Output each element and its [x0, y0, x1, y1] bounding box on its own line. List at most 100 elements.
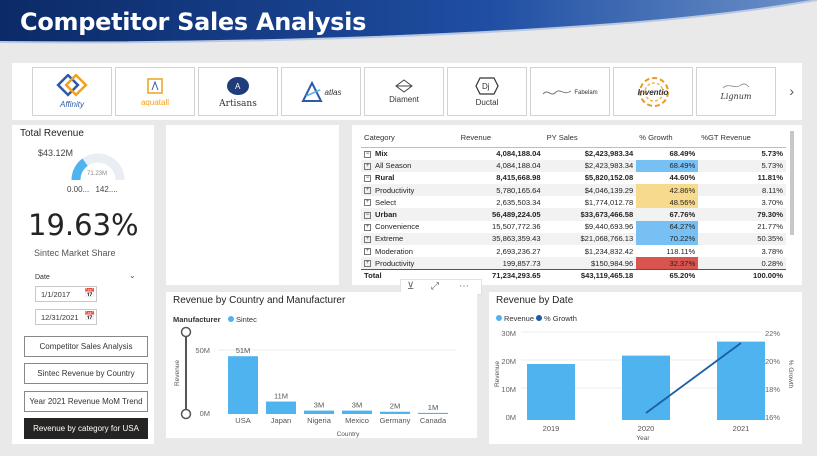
logo-label: Diament — [389, 95, 419, 104]
x-tick-label: 2020 — [638, 424, 655, 433]
table-row: + Moderation 2,693,236.27 $1,234,832.42 118… — [364, 246, 783, 256]
focus-mode-icon[interactable]: ⤢ — [431, 281, 439, 292]
expand-icon[interactable]: + — [364, 223, 371, 231]
gauge-fill-arc — [71, 158, 88, 181]
collapse-icon[interactable]: − — [364, 174, 371, 182]
expand-icon[interactable]: + — [364, 199, 371, 207]
bar-nigeria[interactable] — [304, 410, 334, 414]
fabelam-logo-icon — [542, 89, 572, 94]
matrix-table: Category Revenue PY Sales % Growth %GT R… — [361, 131, 786, 282]
artisans-logo-icon: A — [227, 76, 249, 95]
logo-label: Affinity — [59, 100, 84, 109]
bar-canada[interactable] — [418, 412, 448, 414]
year-2021-mom-trend-button[interactable]: Year 2021 Revenue MoM Trend — [24, 391, 148, 412]
logo-label: aquatall — [140, 98, 170, 107]
col-header-revenue[interactable]: Revenue — [457, 131, 544, 148]
filter-icon[interactable]: ⊻ — [407, 281, 415, 292]
y-axis-title: Revenue — [174, 360, 181, 386]
expand-icon[interactable]: + — [364, 162, 371, 170]
data-label: 11M — [274, 392, 288, 401]
logo-artisans[interactable]: A Artisans — [198, 67, 278, 116]
table-scrollbar[interactable] — [790, 131, 794, 235]
bar-mexico[interactable] — [342, 410, 372, 414]
range-slider-handle-bottom[interactable] — [180, 408, 192, 420]
x-tick-label: Canada — [420, 416, 447, 425]
y2-tick-label: 16% — [765, 413, 780, 422]
logo-label: Inventio — [637, 88, 669, 97]
col-header-gt-revenue[interactable]: %GT Revenue — [698, 131, 786, 148]
col-header-category[interactable]: Category — [361, 131, 458, 148]
chart-title: Revenue by Country and Manufacturer — [173, 295, 346, 306]
header-background — [0, 0, 817, 50]
logo-affinity[interactable]: Affinity — [32, 67, 112, 116]
logo-lignum[interactable]: Lignum — [696, 67, 776, 116]
table-row: + Productivity 5,780,165.64 $4,046,139.29 4… — [361, 184, 786, 197]
legend-marker-revenue — [496, 315, 502, 321]
revenue-by-category-usa-button[interactable]: Revenue by category for USA — [24, 418, 148, 439]
market-share-label: Sintec Market Share — [34, 248, 116, 258]
bar-usa[interactable] — [228, 356, 258, 414]
calendar-icon[interactable]: 📅 — [84, 311, 96, 321]
y2-tick-label: 22% — [765, 329, 780, 338]
bar-2021[interactable] — [717, 341, 765, 420]
y2-tick-label: 18% — [765, 385, 780, 394]
logo-diament[interactable]: Diament — [364, 67, 444, 116]
bar-germany[interactable] — [380, 411, 410, 414]
manufacturer-logo-strip: Affinity aquatall A Artisans atlas Diame… — [12, 63, 802, 120]
x-tick-label: Germany — [380, 416, 411, 425]
logo-inventio[interactable]: Inventio — [613, 67, 693, 116]
y-tick-label: 50M — [195, 346, 210, 355]
logo-aquatall[interactable]: aquatall — [115, 67, 195, 116]
bar-japan[interactable] — [266, 401, 296, 414]
data-label: 2M — [390, 402, 400, 411]
scroll-right-arrow-icon[interactable]: › — [789, 83, 794, 99]
chevron-down-icon[interactable]: ⌄ — [129, 271, 136, 280]
growth-line[interactable] — [645, 342, 742, 414]
gauge-min: 0.00... — [67, 185, 90, 194]
table-row: + Convenience 15,507,772.36 $9,440,693.96 6… — [364, 220, 783, 233]
y-tick-label: 0M — [200, 409, 210, 418]
gauge-range-min: 0.00... 142.... — [67, 185, 118, 194]
logo-label: atlas — [324, 88, 342, 97]
kpi-panel: Total Revenue $43.12M 71.23M 0.00... 142… — [12, 125, 154, 444]
expand-icon[interactable]: + — [364, 260, 371, 268]
collapse-icon[interactable]: − — [364, 150, 371, 158]
gauge-max: 142.... — [95, 185, 118, 194]
market-share-value: 19.63% — [28, 208, 139, 242]
y-tick-label: 10M — [501, 385, 516, 394]
expand-icon[interactable]: + — [364, 248, 371, 256]
range-slider-handle-top[interactable] — [180, 326, 192, 338]
calendar-icon[interactable]: 📅 — [84, 288, 96, 298]
end-date-input[interactable]: 12/31/2021 — [35, 309, 97, 325]
header-banner: Competitor Sales Analysis — [0, 0, 817, 50]
table-row: − Urban 56,489,224.05 $33,673,466.58 67.76%… — [361, 208, 786, 221]
atlas-logo-icon — [300, 80, 323, 102]
gauge-target: 71.23M — [87, 171, 107, 177]
expand-icon[interactable]: + — [364, 187, 371, 195]
logo-fabelam[interactable]: Fabelam — [530, 67, 610, 116]
competitor-sales-analysis-button[interactable]: Competitor Sales Analysis — [24, 336, 148, 357]
x-tick-label: Nigeria — [307, 416, 332, 425]
collapse-icon[interactable]: − — [364, 211, 371, 219]
y2-tick-label: 20% — [765, 357, 780, 366]
legend-title: Manufacturer — [173, 315, 221, 324]
start-date-input[interactable]: 1/1/2017 — [35, 286, 97, 302]
revenue-gauge: 71.23M — [71, 153, 125, 181]
revenue-by-date-chart: Revenue by Date Revenue % Growth 30M 20M… — [489, 292, 802, 444]
empty-visual — [166, 125, 339, 285]
logo-atlas[interactable]: atlas — [281, 67, 361, 116]
data-label: 1M — [428, 403, 438, 412]
x-tick-label: 2021 — [733, 424, 750, 433]
col-header-py-sales[interactable]: PY Sales — [543, 131, 637, 148]
expand-icon[interactable]: + — [364, 235, 371, 243]
lignum-logo-icon — [722, 83, 750, 89]
legend-marker-growth — [536, 315, 542, 321]
total-row: Total 71,234,293.65 $43,119,465.18 65.20% 1… — [361, 268, 786, 282]
bar-2019[interactable] — [527, 364, 575, 420]
logo-ductal[interactable]: Dj Ductal — [447, 67, 527, 116]
more-options-icon[interactable]: ⋯ — [459, 281, 469, 292]
table-row: − Mix 4,084,188.04 $2,423,983.34 68.49% 5.73… — [364, 149, 783, 159]
sintec-revenue-by-country-button[interactable]: Sintec Revenue by Country — [24, 363, 148, 384]
col-header-growth[interactable]: % Growth — [636, 131, 699, 148]
bar-2020[interactable] — [622, 355, 670, 420]
